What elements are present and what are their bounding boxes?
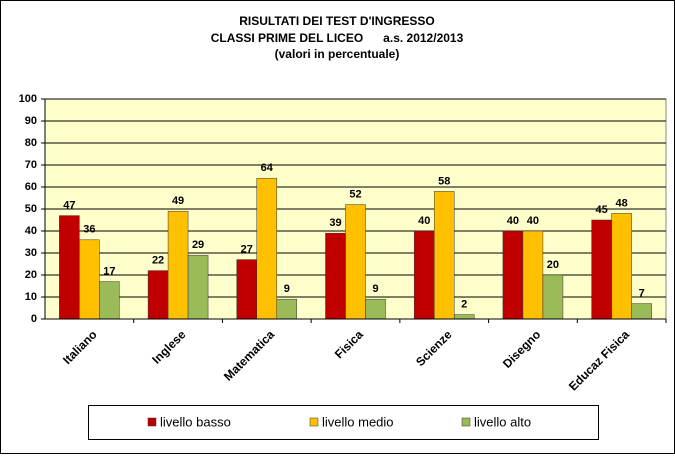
data-label: 64 [261, 162, 274, 174]
y-tick-label: 90 [25, 115, 37, 127]
data-label: 40 [418, 215, 430, 227]
y-tick-label: 40 [25, 225, 37, 237]
data-label: 58 [438, 175, 450, 187]
bar [631, 303, 652, 320]
bar [345, 204, 366, 320]
bar [365, 298, 386, 320]
legend-label: livello medio [322, 414, 394, 429]
bar [167, 210, 189, 320]
chart-note: (valori in percentuale) [275, 47, 400, 61]
data-label: 29 [192, 239, 204, 251]
bar [453, 314, 475, 320]
bar [502, 230, 524, 320]
data-label: 40 [507, 215, 519, 227]
data-label: 7 [639, 288, 645, 300]
legend-swatch [461, 417, 471, 427]
y-tick-label: 60 [25, 181, 37, 193]
bar [187, 254, 209, 320]
y-tick-label: 20 [25, 269, 37, 281]
data-label: 40 [527, 215, 539, 227]
bar [147, 270, 169, 320]
legend-label: livello basso [160, 414, 231, 429]
y-tick-label: 0 [31, 313, 37, 325]
bar [611, 213, 632, 320]
legend-swatch [309, 417, 319, 427]
data-label: 45 [596, 204, 608, 216]
bar [256, 177, 278, 320]
data-label: 2 [461, 299, 467, 311]
y-tick-label: 100 [19, 93, 37, 105]
data-label: 9 [284, 283, 290, 295]
y-tick-label: 50 [25, 203, 37, 215]
data-label: 39 [329, 217, 341, 229]
data-label: 20 [547, 259, 559, 271]
chart-title: RISULTATI DEI TEST D'INGRESSO [239, 14, 435, 28]
y-tick-label: 10 [25, 291, 37, 303]
data-label: 36 [83, 224, 95, 236]
bar [433, 191, 455, 320]
bar [79, 239, 100, 320]
bar [542, 274, 564, 320]
bar [591, 219, 612, 320]
chart-subtitle: CLASSI PRIME DEL LICEO a.s. 2012/2013 [211, 31, 464, 45]
y-tick-label: 70 [25, 159, 37, 171]
legend-swatch [147, 417, 157, 427]
y-tick-label: 30 [25, 247, 37, 259]
y-tick-label: 80 [25, 137, 37, 149]
data-label: 27 [241, 244, 253, 256]
data-label: 47 [63, 200, 75, 212]
bar [59, 215, 80, 320]
bar [325, 232, 346, 320]
data-label: 49 [172, 195, 184, 207]
bar [522, 230, 544, 320]
bar [276, 298, 298, 320]
bar [99, 281, 120, 320]
bar [236, 259, 258, 320]
data-label: 9 [372, 283, 378, 295]
data-label: 48 [616, 197, 628, 209]
data-label: 52 [349, 189, 361, 201]
legend [88, 405, 599, 440]
bar [413, 230, 435, 320]
data-label: 17 [103, 266, 115, 278]
data-label: 22 [152, 255, 164, 267]
legend-label: livello alto [474, 414, 531, 429]
